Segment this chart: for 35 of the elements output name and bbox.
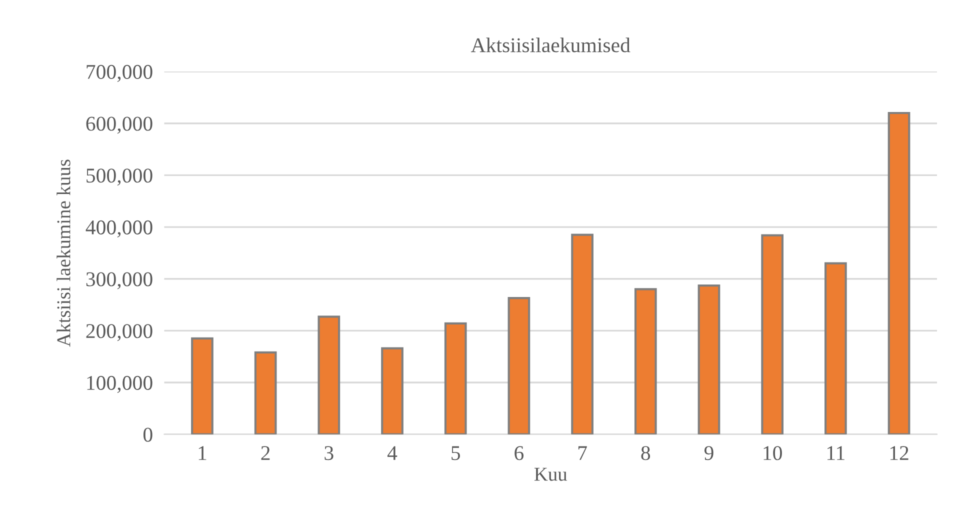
x-tick-label: 3	[324, 446, 334, 460]
y-tick-label: 200,000	[86, 324, 152, 342]
bar	[444, 322, 467, 434]
bar	[191, 337, 214, 434]
bar	[254, 351, 277, 434]
y-tick-label: 100,000	[87, 376, 152, 393]
bar	[761, 234, 784, 434]
y-tick-label: 300,000	[86, 272, 152, 290]
x-tick-label: 11	[827, 446, 844, 460]
bar	[634, 288, 657, 434]
y-tick-label: 500,000	[86, 168, 152, 186]
y-tick-label: 600,000	[86, 116, 152, 134]
x-tick-label: 2	[261, 446, 270, 460]
x-tick-label: 9	[704, 446, 714, 460]
bar	[318, 316, 340, 434]
y-tick-label: 0	[143, 428, 152, 442]
bar	[824, 262, 847, 434]
chart-title: Aktsiisilaekumised	[470, 38, 630, 52]
bar	[698, 284, 720, 434]
y-tick-label: 700,000	[86, 64, 152, 82]
x-tick-label: 8	[641, 446, 650, 460]
y-tick-label: 400,000	[86, 220, 152, 238]
bar	[888, 112, 910, 434]
y-axis-title: Aktsiisi laekumine kuus	[56, 160, 70, 347]
x-tick-label: 10	[764, 446, 782, 460]
bar	[571, 234, 594, 434]
x-tick-label: 6	[514, 446, 524, 460]
bar	[381, 347, 404, 434]
x-tick-label: 1	[198, 446, 206, 460]
x-tick-label: 7	[578, 446, 587, 460]
x-axis-title: Kuu	[534, 468, 568, 481]
x-tick-label: 12	[890, 446, 908, 460]
x-tick-label: 4	[387, 446, 398, 460]
x-tick-label: 5	[452, 446, 460, 460]
bar	[508, 296, 530, 434]
